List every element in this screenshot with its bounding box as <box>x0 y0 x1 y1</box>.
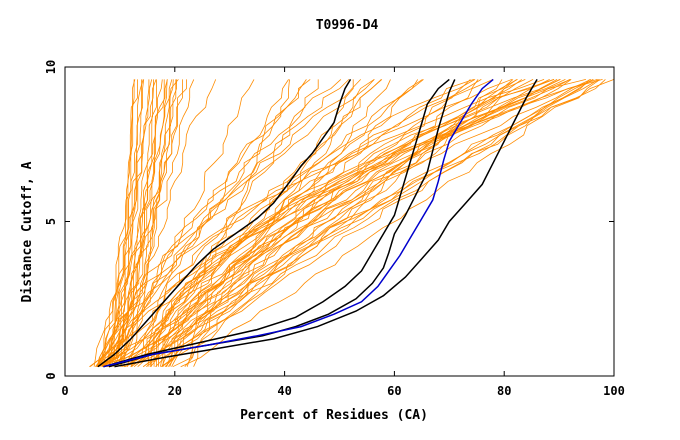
x-tick-label-3: 60 <box>387 384 401 398</box>
model-line-17 <box>101 79 168 367</box>
x-axis-label: Percent of Residues (CA) <box>240 408 428 423</box>
model-line-52 <box>193 79 558 367</box>
model-line-23 <box>99 79 195 367</box>
model-line-50 <box>165 79 526 367</box>
chart-title: T0996-D4 <box>316 18 379 33</box>
model-line-45 <box>147 79 476 367</box>
model-line-18 <box>89 79 144 368</box>
model-line-54 <box>158 79 615 367</box>
model-line-6 <box>111 79 135 367</box>
model-line-65 <box>120 79 561 367</box>
model-line-74 <box>130 79 561 368</box>
model-line-32 <box>98 79 342 367</box>
model-line-70 <box>169 79 599 367</box>
model-line-28 <box>114 79 350 367</box>
model-line-66 <box>153 79 603 367</box>
model-line-22 <box>108 79 383 368</box>
highlight-model-lines <box>97 78 538 368</box>
model-line-41 <box>97 79 423 368</box>
model-line-77 <box>131 79 606 368</box>
model-line-14 <box>106 79 168 367</box>
model-line-68 <box>184 79 518 367</box>
model-line-72 <box>171 79 550 367</box>
y-axis-label: Distance Cutoff, A <box>20 161 35 302</box>
model-line-43 <box>131 79 513 367</box>
model-line-56 <box>150 79 598 367</box>
background-model-lines <box>89 79 615 368</box>
x-tick-label-1: 20 <box>168 384 182 398</box>
model-line-7 <box>95 79 154 367</box>
model-line-38 <box>96 79 361 367</box>
model-line-51 <box>142 79 594 368</box>
highlight-line-4 <box>103 78 494 368</box>
model-line-36 <box>127 79 289 367</box>
model-line-55 <box>123 79 571 367</box>
y-tick-label-1: 5 <box>44 218 58 225</box>
model-line-16 <box>104 79 136 367</box>
x-tick-label-2: 40 <box>277 384 291 398</box>
y-tick-label-2: 10 <box>44 60 58 74</box>
model-line-5 <box>93 79 153 367</box>
model-line-62 <box>172 79 503 368</box>
model-line-34 <box>123 79 391 368</box>
highlight-line-3 <box>114 79 538 368</box>
model-line-25 <box>113 79 255 367</box>
model-line-49 <box>160 79 571 367</box>
model-line-13 <box>101 79 150 367</box>
model-line-64 <box>166 79 594 367</box>
highlight-line-2 <box>108 79 456 368</box>
model-line-53 <box>180 79 601 368</box>
x-axis-ticks: 0 20 40 60 80 100 <box>61 67 625 398</box>
model-line-40 <box>106 79 375 367</box>
model-line-75 <box>161 79 523 368</box>
model-line-8 <box>89 79 157 368</box>
model-line-59 <box>149 79 555 367</box>
model-line-44 <box>160 79 494 368</box>
y-axis-ticks: 0 5 10 <box>44 60 614 380</box>
y-tick-label-0: 0 <box>44 372 58 379</box>
x-tick-label-5: 100 <box>603 384 625 398</box>
x-tick-label-0: 0 <box>61 384 68 398</box>
x-tick-label-4: 80 <box>497 384 511 398</box>
model-line-67 <box>117 79 545 367</box>
model-line-73 <box>186 79 475 367</box>
highlight-line-0 <box>97 79 352 368</box>
model-line-76 <box>155 79 555 367</box>
highlight-line-1 <box>103 78 450 368</box>
